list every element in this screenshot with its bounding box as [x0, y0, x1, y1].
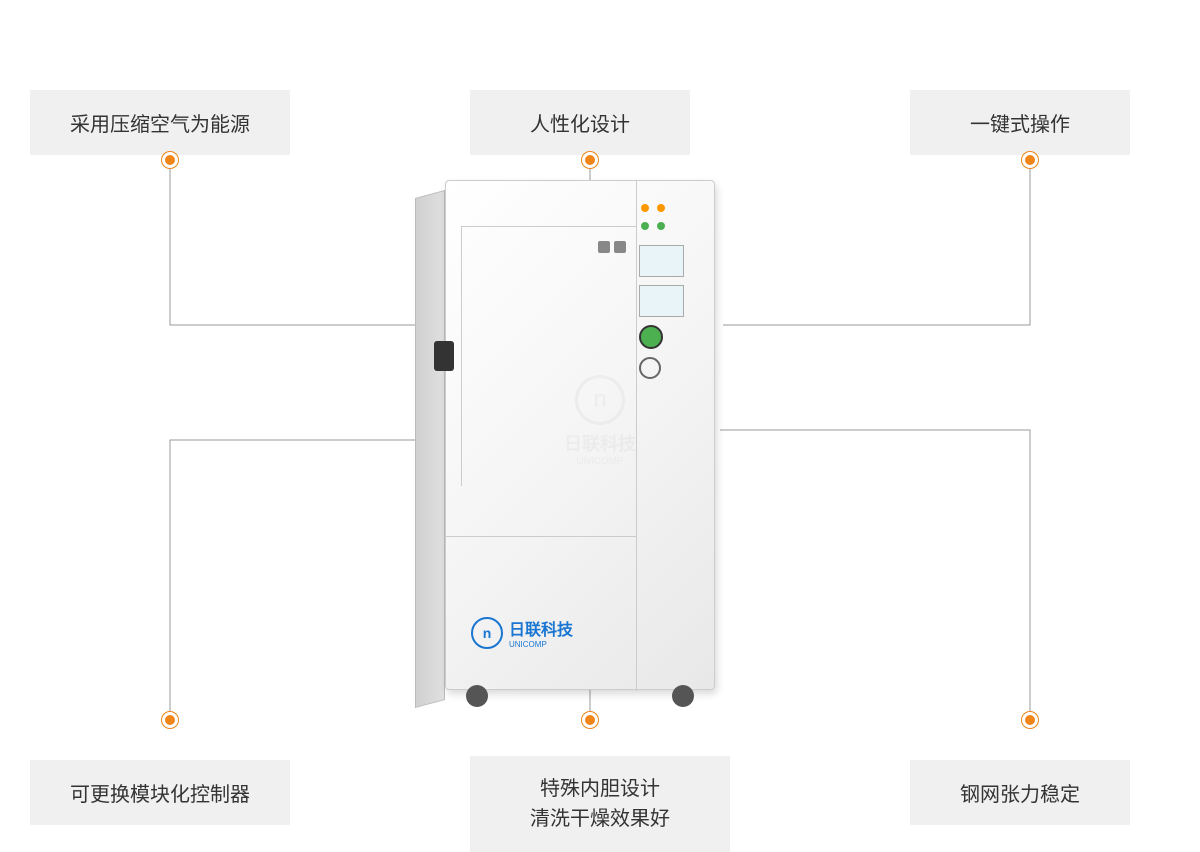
- panel-divider-h: [446, 536, 636, 537]
- power-button-icon: [639, 325, 663, 349]
- led-orange-icon: [657, 204, 665, 212]
- path-bottom-left: [170, 440, 455, 720]
- callout-dot-icon: [1022, 712, 1038, 728]
- callout-bottom-left: 可更换模块化控制器: [30, 760, 290, 825]
- path-bottom-right: [720, 430, 1030, 720]
- control-panel: [639, 201, 699, 387]
- led-row: [639, 201, 699, 219]
- callout-dot-icon: [582, 712, 598, 728]
- callout-dot-icon: [162, 152, 178, 168]
- callout-label: 人性化设计: [530, 114, 630, 136]
- callout-label: 采用压缩空气为能源: [70, 114, 250, 136]
- led-green-icon: [657, 222, 665, 230]
- hinge-icon: [598, 241, 610, 253]
- door-handle: [434, 341, 454, 371]
- callout-dot-icon: [582, 152, 598, 168]
- machine-body: n 日联科技 UNICOMP: [445, 180, 715, 690]
- led-row: [639, 219, 699, 237]
- callout-label-line1: 特殊内胆设计: [500, 774, 700, 804]
- callout-top-right: 一键式操作: [910, 90, 1130, 155]
- callout-label-line2: 清洗干燥效果好: [500, 804, 700, 834]
- gauge-icon: [639, 357, 661, 379]
- callout-top-left: 采用压缩空气为能源: [30, 90, 290, 155]
- panel-divider-v: [636, 181, 637, 691]
- hinge-icon: [614, 241, 626, 253]
- callout-label: 可更换模块化控制器: [70, 784, 250, 806]
- callout-top-center: 人性化设计: [470, 90, 690, 155]
- display-unit: [639, 245, 684, 277]
- led-green-icon: [641, 222, 649, 230]
- caster-icon: [672, 685, 694, 707]
- door-line-top: [461, 226, 636, 227]
- path-top-left: [170, 160, 455, 325]
- machine-illustration: n 日联科技 UNICOMP: [445, 180, 735, 730]
- display-unit: [639, 285, 684, 317]
- caster-icon: [466, 685, 488, 707]
- logo-subtext: UNICOMP: [509, 640, 573, 649]
- door-line-left: [461, 226, 462, 486]
- machine-side-panel: [415, 190, 445, 708]
- callout-bottom-right: 钢网张力稳定: [910, 760, 1130, 825]
- callout-label: 钢网张力稳定: [960, 784, 1080, 806]
- machine-logo: n 日联科技 UNICOMP: [471, 616, 573, 649]
- callout-dot-icon: [1022, 152, 1038, 168]
- logo-icon: n: [471, 617, 503, 649]
- path-top-right: [723, 160, 1030, 325]
- callout-dot-icon: [162, 712, 178, 728]
- logo-text: 日联科技: [509, 616, 573, 640]
- led-orange-icon: [641, 204, 649, 212]
- callout-bottom-center: 特殊内胆设计 清洗干燥效果好: [470, 756, 730, 852]
- callout-label: 一键式操作: [970, 114, 1070, 136]
